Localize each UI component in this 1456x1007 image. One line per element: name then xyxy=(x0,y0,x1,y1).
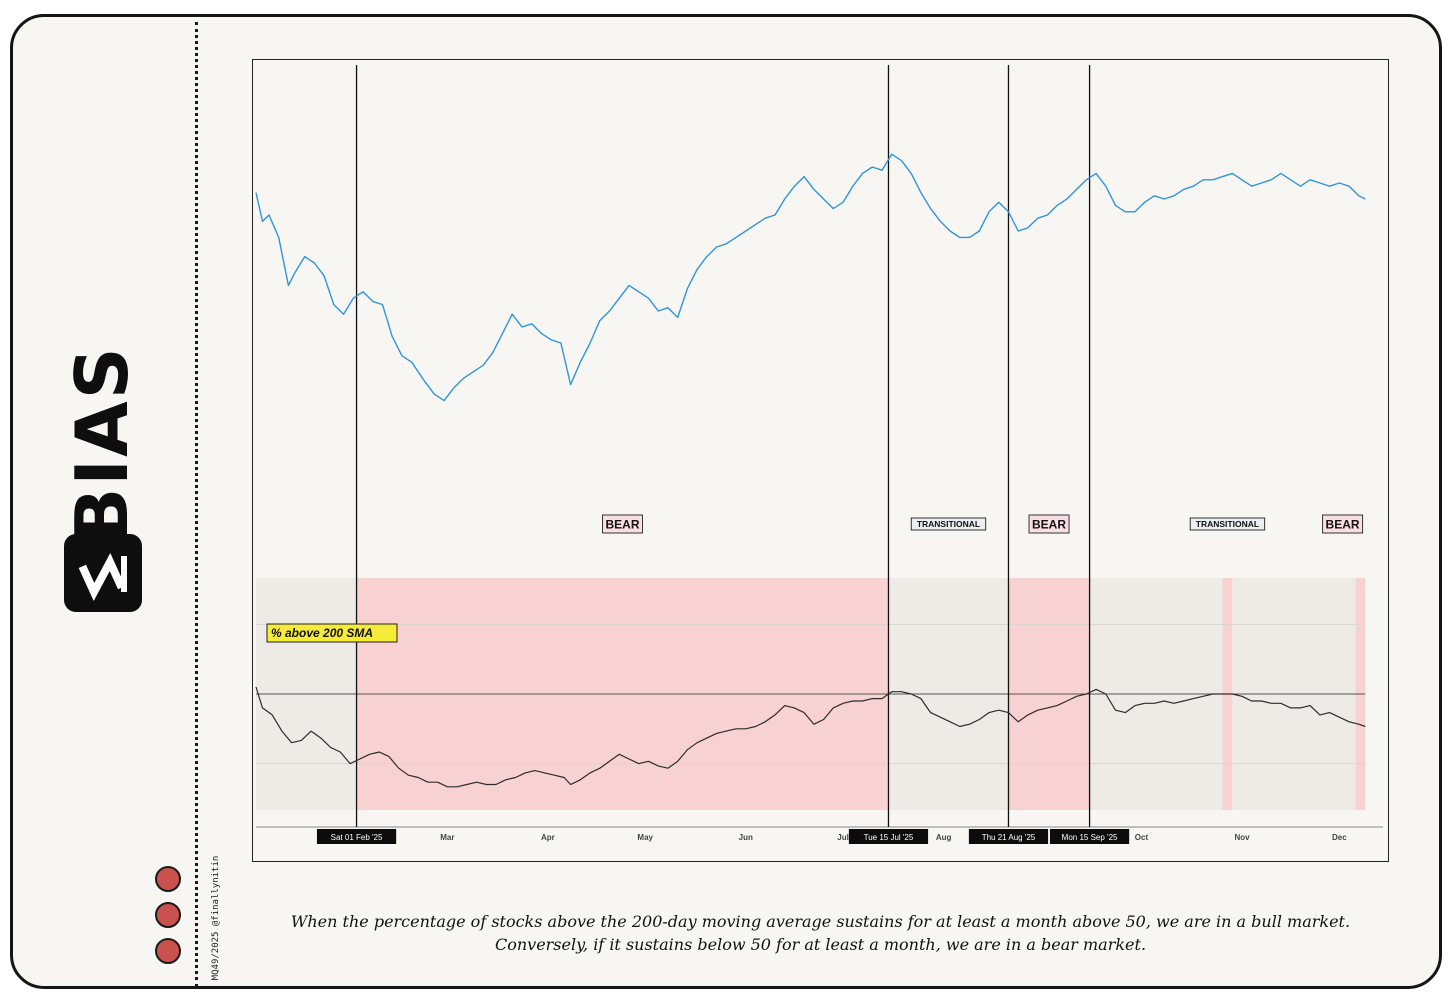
decor-dot xyxy=(155,938,181,964)
marker-label: Mon 15 Sep '25 xyxy=(1062,833,1118,842)
regime-label: TRANSITIONAL xyxy=(1196,519,1259,529)
decor-dot xyxy=(155,866,181,892)
marker-label: Tue 15 Jul '25 xyxy=(864,833,914,842)
marker-label: Thu 21 Aug '25 xyxy=(982,833,1036,842)
regime-label-box xyxy=(1322,514,1364,534)
brand-name: BIAS xyxy=(60,345,144,543)
chart-frame: Mar Apr May Jun Jul Aug Oct Nov Dec Sat 01 Feb '2… xyxy=(252,59,1389,862)
index-line xyxy=(255,153,1366,402)
x-tick-label: May xyxy=(637,833,653,842)
regime-label: BEAR xyxy=(606,517,640,531)
marker-label-bg xyxy=(968,829,1049,844)
regime-label-box xyxy=(910,517,987,531)
breadth-line xyxy=(255,686,1366,788)
series-label: % above 200 SMA xyxy=(271,626,373,640)
x-tick-label: Dec xyxy=(1332,833,1347,842)
regime-label: TRANSITIONAL xyxy=(917,519,980,529)
x-tick-label: Mar xyxy=(440,833,454,842)
regime-label-box xyxy=(602,514,644,534)
marker-label: Sat 01 Feb '25 xyxy=(331,833,383,842)
chart-svg: Mar Apr May Jun Jul Aug Oct Nov Dec Sat 01 Feb '2… xyxy=(255,65,1383,844)
decor-dots xyxy=(155,866,181,974)
x-tick-label: Aug xyxy=(936,833,952,842)
x-tick-label: Nov xyxy=(1234,833,1250,842)
x-tick-label: Oct xyxy=(1135,833,1149,842)
credit-text: MQ49/2025 @finallynitin xyxy=(211,855,221,981)
marker-label-bg xyxy=(316,829,397,844)
x-tick-label: Apr xyxy=(541,833,555,842)
x-tick-label: Jul xyxy=(837,833,849,842)
bias-logo-icon xyxy=(64,534,142,612)
regime-label-box xyxy=(1189,517,1266,531)
sidebar-divider xyxy=(195,22,198,987)
marker-label-bg xyxy=(1049,829,1130,844)
bias-logo-glyph xyxy=(78,552,127,602)
brand-block: BIAS xyxy=(58,345,148,620)
marker-label-bg xyxy=(848,829,929,844)
x-tick-label: Jun xyxy=(739,833,753,842)
chart-caption: When the percentage of stocks above the … xyxy=(290,912,1351,954)
series-label-box xyxy=(266,623,398,643)
decor-dot xyxy=(155,902,181,928)
regime-label: BEAR xyxy=(1032,517,1066,531)
regime-label-box xyxy=(1028,514,1070,534)
regime-label: BEAR xyxy=(1326,517,1360,531)
